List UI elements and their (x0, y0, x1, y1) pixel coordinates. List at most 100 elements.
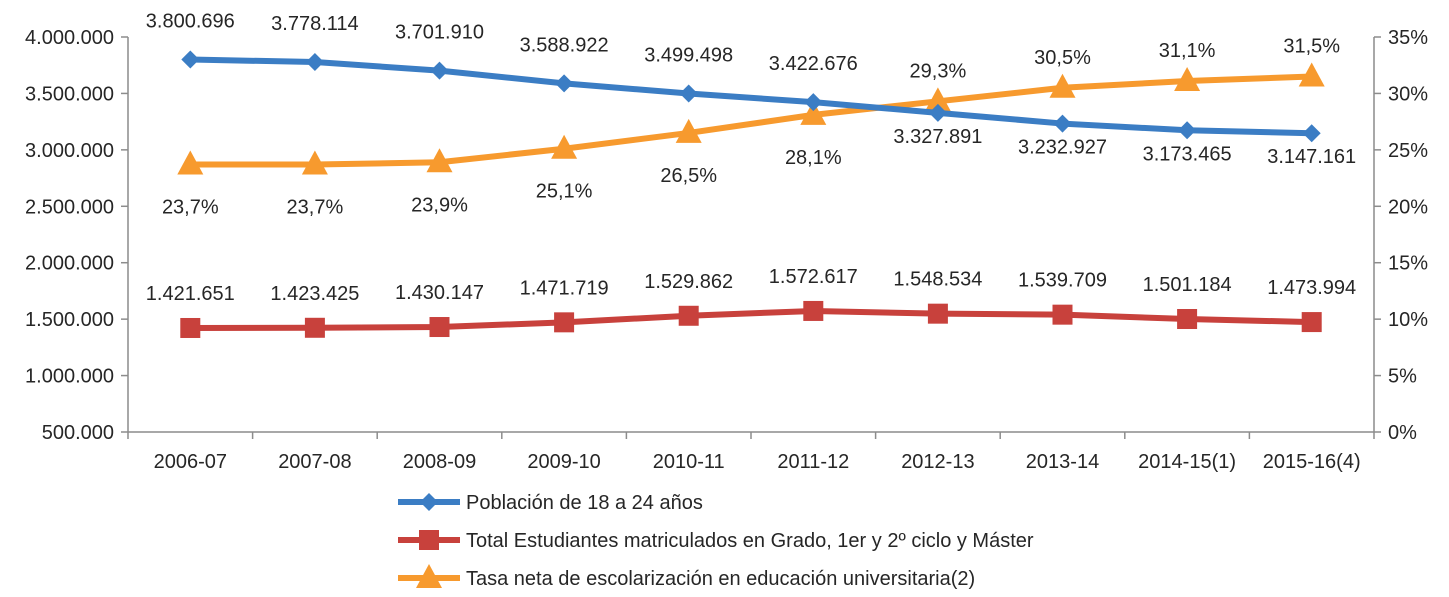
data-label-estudiantes: 1.430.147 (395, 282, 484, 304)
data-point-tasa (1298, 62, 1325, 87)
legend-label-tasa: Tasa neta de escolarización en educación… (466, 568, 975, 590)
x-tick-label: 2009-10 (527, 451, 600, 473)
data-point-tasa (924, 87, 951, 112)
legend: Población de 18 a 24 años Total Estudiant… (398, 492, 1034, 590)
data-point-estudiantes (304, 317, 325, 338)
x-tick-label: 2006-07 (154, 451, 227, 473)
data-point-poblacion (305, 53, 324, 72)
right-tick-label: 25% (1388, 140, 1428, 162)
data-point-tasa (675, 118, 702, 143)
left-tick-label: 2.000.000 (25, 253, 114, 275)
data-point-poblacion (430, 61, 449, 80)
data-label-tasa: 26,5% (660, 165, 717, 187)
data-point-estudiantes (927, 303, 948, 324)
right-tick-label: 30% (1388, 83, 1428, 105)
data-label-poblacion: 3.778.114 (271, 13, 359, 35)
data-label-estudiantes: 1.548.534 (893, 269, 982, 291)
series-line-poblacion (190, 56, 1312, 137)
legend-marker-tasa (416, 564, 442, 588)
data-point-tasa (800, 100, 827, 125)
left-tick-label: 1.000.000 (25, 366, 114, 388)
x-tick-label: 2012-13 (901, 451, 974, 473)
series-estudiantes (180, 300, 1322, 338)
legend-marker-estudiantes (419, 530, 439, 550)
data-point-tasa (1174, 67, 1201, 92)
right-tick-label: 20% (1388, 196, 1428, 218)
series-line-tasa (190, 73, 1312, 168)
data-label-poblacion: 3.173.465 (1143, 143, 1232, 165)
series-poblacion (181, 50, 1321, 143)
data-point-poblacion (1178, 121, 1197, 140)
data-point-estudiantes (1052, 304, 1073, 325)
data-point-poblacion (928, 103, 947, 122)
left-tick-label: 2.500.000 (25, 196, 114, 218)
data-point-tasa (177, 150, 204, 175)
legend-item-tasa: Tasa neta de escolarización en educación… (398, 564, 975, 590)
data-point-estudiantes (678, 305, 699, 326)
data-label-estudiantes: 1.501.184 (1143, 274, 1232, 296)
x-tick-label: 2013-14 (1026, 451, 1099, 473)
data-point-estudiantes (554, 312, 575, 333)
data-label-estudiantes: 1.572.617 (769, 266, 858, 288)
right-tick-label: 35% (1388, 27, 1428, 49)
data-label-poblacion: 3.327.891 (893, 126, 982, 148)
axes: 500.000 1.000.000 1.500.000 2.000.000 2.500.… (25, 27, 1428, 473)
x-tick-label: 2010-11 (653, 451, 725, 473)
data-label-poblacion: 3.800.696 (146, 10, 235, 32)
data-label-poblacion: 3.422.676 (769, 53, 858, 75)
right-tick-label: 5% (1388, 366, 1417, 388)
data-label-estudiantes: 1.473.994 (1267, 277, 1356, 299)
data-label-tasa: 23,9% (411, 194, 468, 216)
data-point-estudiantes (1177, 309, 1198, 330)
data-point-poblacion (1053, 114, 1072, 133)
data-point-poblacion (679, 84, 698, 103)
series-line-estudiantes (190, 307, 1312, 331)
data-point-tasa (426, 148, 453, 173)
right-tick-label: 15% (1388, 253, 1428, 275)
data-label-tasa: 23,7% (162, 197, 219, 219)
data-label-poblacion: 3.499.498 (644, 44, 733, 66)
data-label-tasa: 30,5% (1034, 47, 1091, 69)
data-point-estudiantes (180, 317, 201, 338)
left-tick-label: 3.500.000 (25, 83, 114, 105)
data-label-tasa: 29,3% (910, 60, 967, 82)
x-tick-label: 2014-15(1) (1138, 451, 1236, 473)
left-tick-label: 4.000.000 (25, 27, 114, 49)
data-label-estudiantes: 1.539.709 (1018, 270, 1107, 292)
data-label-tasa: 25,1% (536, 181, 593, 203)
legend-item-estudiantes: Total Estudiantes matriculados en Grado,… (398, 530, 1034, 552)
legend-label-estudiantes: Total Estudiantes matriculados en Grado,… (466, 530, 1034, 552)
data-label-tasa: 31,5% (1283, 36, 1340, 58)
right-tick-label: 10% (1388, 309, 1428, 331)
data-point-tasa (1049, 73, 1076, 98)
data-point-poblacion (804, 93, 823, 112)
x-tick-label: 2015-16(4) (1263, 451, 1361, 473)
data-point-tasa (301, 150, 328, 175)
data-point-poblacion (555, 74, 574, 93)
left-tick-label: 1.500.000 (25, 309, 114, 331)
data-point-tasa (551, 134, 578, 159)
series-lines (177, 50, 1325, 338)
data-label-poblacion: 3.701.910 (395, 22, 484, 44)
data-label-tasa: 23,7% (287, 197, 344, 219)
data-label-poblacion: 3.147.161 (1267, 146, 1356, 168)
data-point-estudiantes (803, 300, 824, 321)
data-point-estudiantes (429, 317, 450, 338)
right-tick-label: 0% (1388, 422, 1417, 444)
x-tick-label: 2011-12 (777, 451, 849, 473)
data-label-estudiantes: 1.529.862 (644, 271, 733, 293)
data-point-poblacion (1302, 124, 1321, 143)
series-tasa (177, 62, 1325, 175)
legend-label-poblacion: Población de 18 a 24 años (466, 492, 703, 514)
data-label-estudiantes: 1.471.719 (520, 277, 609, 299)
x-tick-label: 2007-08 (278, 451, 351, 473)
data-label-estudiantes: 1.423.425 (270, 283, 359, 305)
data-labels: 3.800.696 3.778.114 3.701.910 3.588.922 3.49… (146, 10, 1356, 304)
data-label-poblacion: 3.588.922 (520, 34, 609, 56)
legend-marker-poblacion (420, 493, 438, 511)
data-point-estudiantes (1301, 312, 1322, 333)
data-label-tasa: 28,1% (785, 147, 842, 169)
data-label-tasa: 31,1% (1159, 40, 1216, 62)
left-tick-label: 3.000.000 (25, 140, 114, 162)
